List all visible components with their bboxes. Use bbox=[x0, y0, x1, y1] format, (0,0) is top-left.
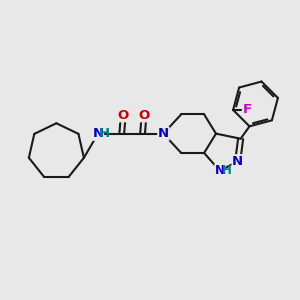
Text: N: N bbox=[232, 155, 243, 168]
Text: H: H bbox=[221, 164, 231, 177]
Text: O: O bbox=[118, 109, 129, 122]
Text: O: O bbox=[138, 109, 150, 122]
Text: F: F bbox=[242, 103, 252, 116]
Text: N: N bbox=[158, 127, 169, 140]
Text: N: N bbox=[215, 164, 225, 177]
Text: N: N bbox=[92, 127, 104, 140]
Text: H: H bbox=[99, 127, 110, 140]
